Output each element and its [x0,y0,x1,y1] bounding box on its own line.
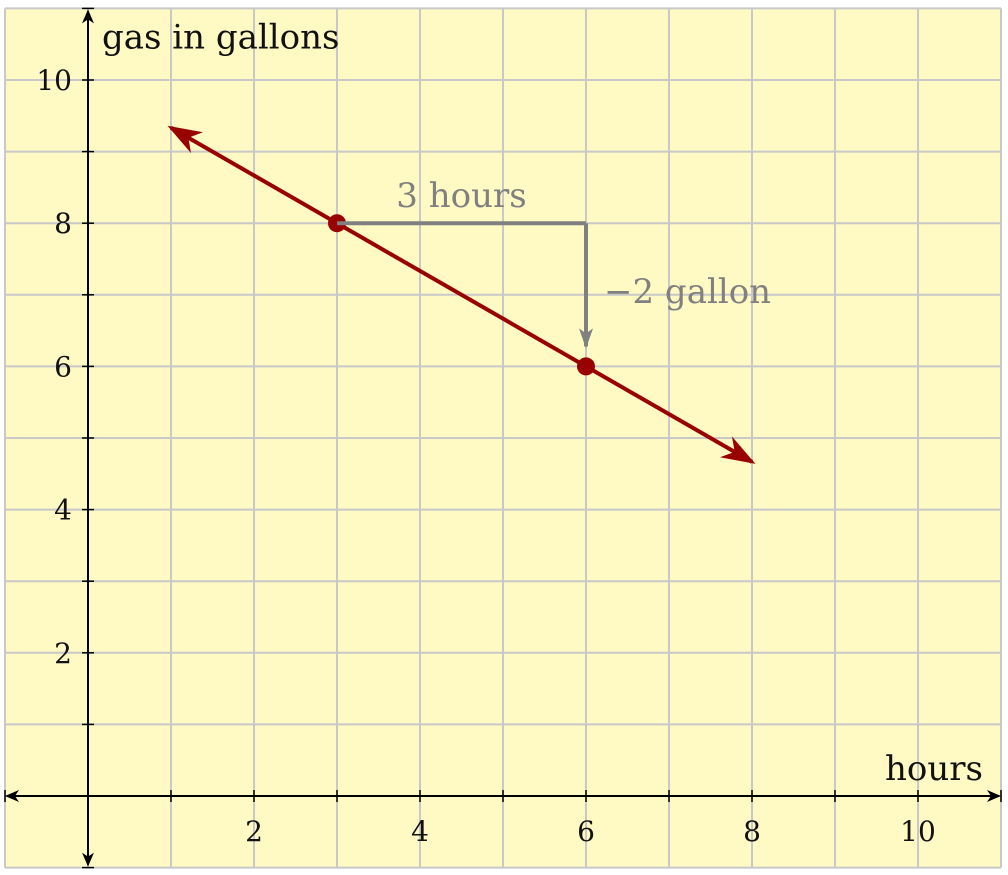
x-tick-label: 10 [900,815,936,848]
ticks: 2 4 6 8 10 2 4 6 8 10 [4,7,1002,869]
data-point [577,357,595,376]
y-tick-label: 4 [54,494,72,527]
series-layer [167,125,756,464]
y-tick-label: 8 [54,207,72,240]
y-tick-label: 10 [36,64,72,97]
x-tick-label: 6 [577,815,595,848]
rise-label: −2 gallon [604,272,771,312]
x-tick-label: 2 [245,815,263,848]
x-axis-label: hours [885,749,983,789]
y-tick-label: 6 [54,350,72,383]
run-label: 3 hours [396,176,526,216]
y-tick-label: 2 [54,637,72,670]
annotations: 3 hours −2 gallon [337,176,771,349]
x-tick-label: 4 [411,815,429,848]
y-axis-label: gas in gallons [102,17,339,57]
x-tick-label: 8 [743,815,761,848]
series-line [167,125,756,464]
